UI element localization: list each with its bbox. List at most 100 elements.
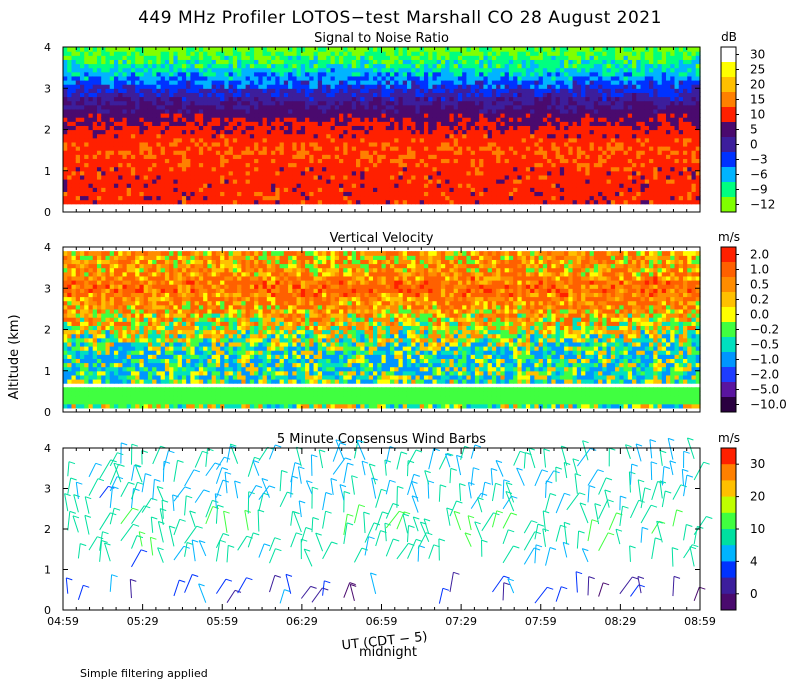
snr-cell xyxy=(352,105,357,110)
snr-cell xyxy=(182,97,187,102)
snr-cell xyxy=(475,105,480,110)
snr-cell xyxy=(466,150,471,155)
snr-cell xyxy=(581,109,586,114)
snr-cell xyxy=(326,76,331,81)
snr-cell xyxy=(178,187,183,192)
snr-cell xyxy=(432,158,437,163)
snr-cell xyxy=(288,97,293,102)
snr-cell xyxy=(534,101,539,106)
snr-cell xyxy=(216,80,221,85)
snr-cell xyxy=(233,158,238,163)
snr-cell xyxy=(220,200,225,205)
snr-cell xyxy=(517,183,522,188)
snr-cell xyxy=(360,47,365,52)
snr-cell xyxy=(190,158,195,163)
snr-cell xyxy=(127,97,132,102)
snr-cell xyxy=(517,101,522,106)
snr-cell xyxy=(212,92,217,97)
snr-cell xyxy=(573,101,578,106)
snr-cell xyxy=(186,138,191,143)
snr-cell xyxy=(462,158,467,163)
snr-cell xyxy=(169,171,174,176)
snr-cell xyxy=(297,179,302,184)
snr-cell xyxy=(611,196,616,201)
snr-cell xyxy=(280,125,285,130)
snr-cell xyxy=(403,92,408,97)
snr-cell xyxy=(156,154,161,159)
snr-cell xyxy=(178,146,183,151)
snr-cell xyxy=(560,97,565,102)
snr-cell xyxy=(280,121,285,126)
snr-cell xyxy=(594,47,599,52)
snr-cell xyxy=(152,150,157,155)
snr-cell xyxy=(148,47,153,52)
snr-cell xyxy=(394,142,399,147)
snr-cell xyxy=(246,84,251,89)
snr-cell xyxy=(577,80,582,85)
snr-cell xyxy=(101,125,106,130)
snr-cell xyxy=(139,47,144,52)
snr-cell xyxy=(216,142,221,147)
snr-cell xyxy=(233,154,238,159)
snr-cell xyxy=(420,142,425,147)
snr-cell xyxy=(122,72,127,77)
snr-cell xyxy=(352,76,357,81)
snr-cell xyxy=(602,187,607,192)
snr-cell xyxy=(369,175,374,180)
snr-cell xyxy=(492,134,497,139)
snr-cell xyxy=(581,183,586,188)
snr-cell xyxy=(118,191,123,196)
snr-cell xyxy=(343,76,348,81)
snr-cell xyxy=(263,171,268,176)
snr-cell xyxy=(275,146,280,151)
snr-cell xyxy=(343,88,348,93)
snr-cell xyxy=(237,171,242,176)
snr-cell xyxy=(343,84,348,89)
snr-cell xyxy=(161,51,166,56)
snr-cell xyxy=(403,109,408,114)
snr-cell xyxy=(560,134,565,139)
snr-cell xyxy=(573,200,578,205)
snr-cell xyxy=(220,64,225,69)
snr-cell xyxy=(573,76,578,81)
snr-cell xyxy=(254,183,259,188)
snr-cell xyxy=(526,125,531,130)
snr-cell xyxy=(165,134,170,139)
snr-cell xyxy=(229,117,234,122)
snr-cell xyxy=(326,88,331,93)
snr-cell xyxy=(420,158,425,163)
snr-cell xyxy=(585,134,590,139)
snr-cell xyxy=(105,179,110,184)
snr-cell xyxy=(114,187,119,192)
snr-cell xyxy=(568,88,573,93)
snr-cell xyxy=(224,109,229,114)
snr-cell xyxy=(275,158,280,163)
snr-cell xyxy=(114,134,119,139)
snr-cell xyxy=(280,92,285,97)
snr-cell xyxy=(356,55,361,60)
snr-cell xyxy=(424,97,429,102)
snr-cell xyxy=(148,130,153,135)
snr-cell xyxy=(407,167,412,172)
snr-cell xyxy=(152,187,157,192)
snr-cell xyxy=(365,105,370,110)
snr-cell xyxy=(139,187,144,192)
snr-cell xyxy=(369,68,374,73)
snr-cell xyxy=(360,175,365,180)
snr-cell xyxy=(216,88,221,93)
snr-cell xyxy=(466,97,471,102)
snr-cell xyxy=(127,117,132,122)
snr-cell xyxy=(573,134,578,139)
snr-cell xyxy=(590,97,595,102)
snr-cell xyxy=(165,138,170,143)
snr-cell xyxy=(161,113,166,118)
snr-cell xyxy=(67,92,72,97)
snr-cell xyxy=(382,97,387,102)
snr-cell xyxy=(530,84,535,89)
snr-cell xyxy=(263,175,268,180)
snr-cell xyxy=(309,179,314,184)
snr-cell xyxy=(424,187,429,192)
snr-cell xyxy=(458,142,463,147)
snr-cell xyxy=(619,183,624,188)
snr-cell xyxy=(547,97,552,102)
